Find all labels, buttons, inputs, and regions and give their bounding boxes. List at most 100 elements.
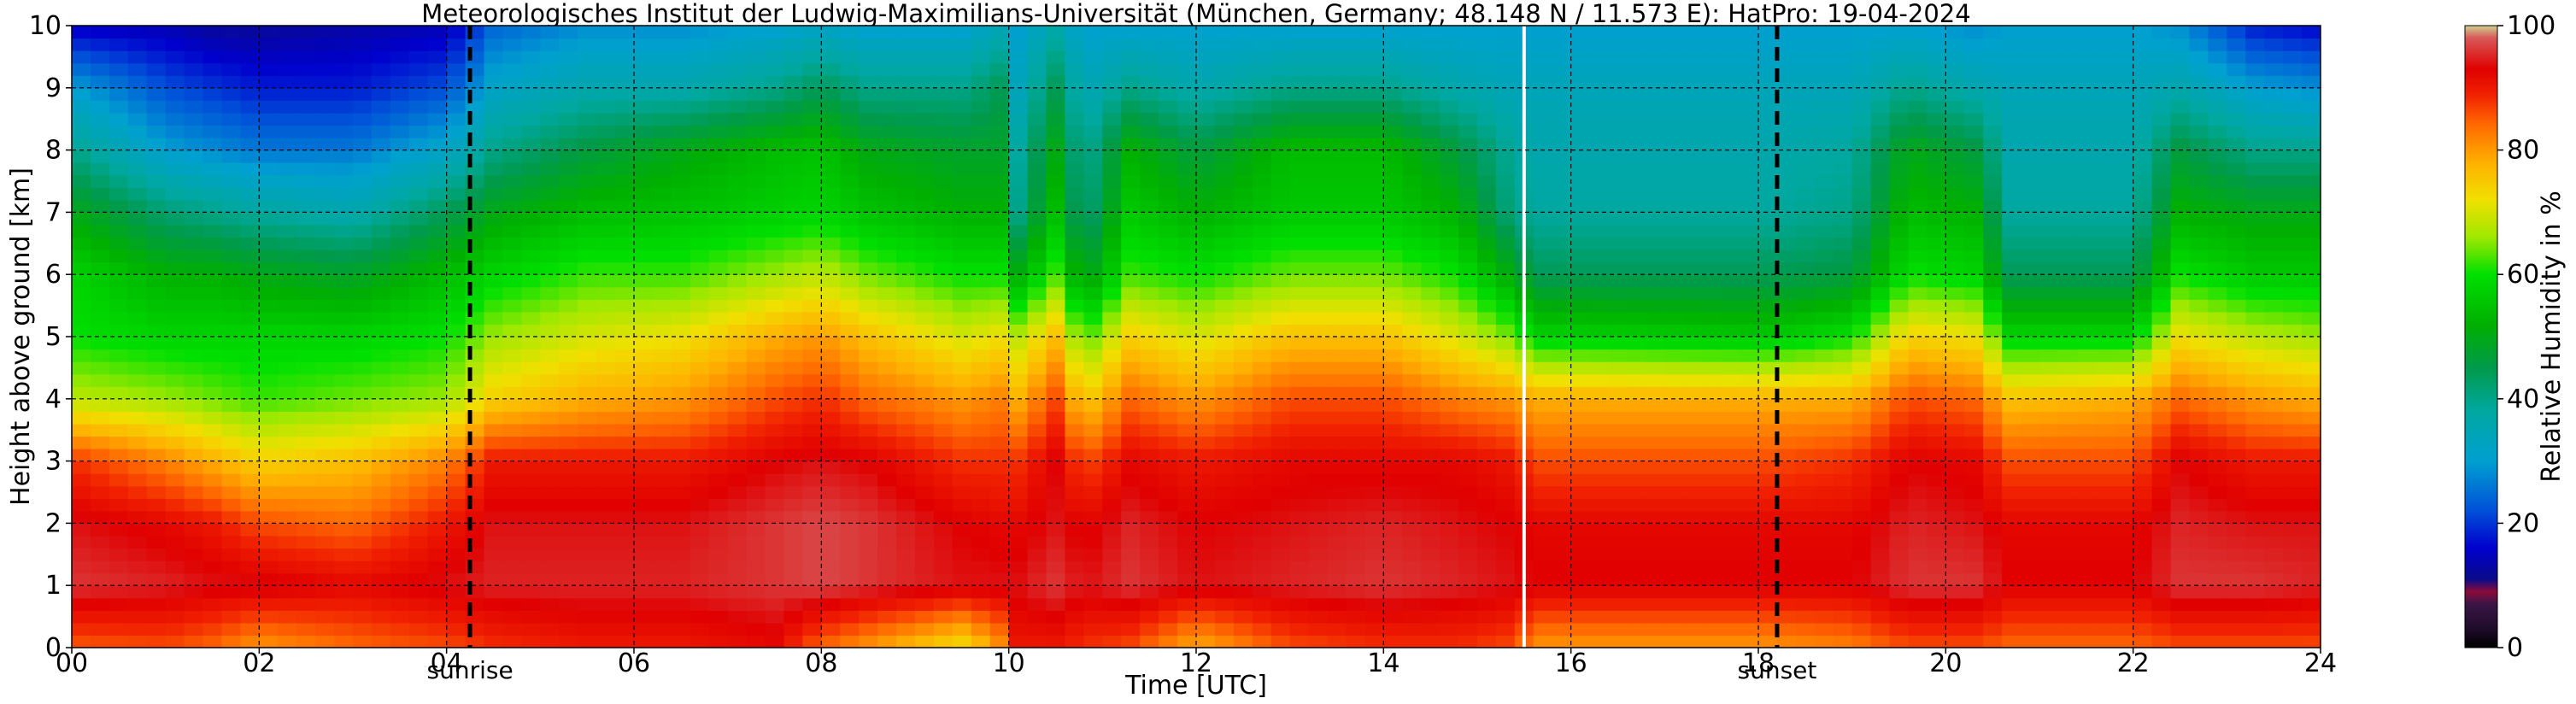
heatmap-cell — [1927, 212, 1946, 226]
heatmap-cell — [72, 572, 91, 586]
heatmap-cell — [896, 249, 916, 263]
heatmap-cell — [221, 50, 241, 64]
heatmap-cell — [1102, 411, 1122, 425]
heatmap-cell — [559, 498, 578, 512]
heatmap-cell — [989, 449, 1010, 462]
heatmap-cell — [689, 261, 710, 275]
heatmap-cell — [127, 174, 148, 188]
heatmap-cell — [1833, 349, 1853, 362]
heatmap-cell — [1346, 274, 1365, 288]
heatmap-cell — [1889, 38, 1910, 51]
heatmap-cell — [671, 398, 691, 412]
heatmap-cell — [821, 212, 841, 226]
heatmap-cell — [802, 411, 822, 425]
heatmap-cell — [1458, 535, 1478, 549]
heatmap-cell — [578, 398, 597, 412]
heatmap-cell — [1214, 572, 1235, 586]
heatmap-cell — [783, 62, 803, 76]
heatmap-cell — [1870, 38, 1891, 51]
heatmap-cell — [671, 473, 691, 487]
heatmap-cell — [671, 349, 691, 362]
heatmap-cell — [765, 386, 785, 400]
heatmap-cell — [1214, 150, 1235, 163]
heatmap-cell — [1664, 162, 1684, 176]
heatmap-cell — [1364, 199, 1384, 213]
heatmap-cell — [652, 299, 672, 313]
heatmap-cell — [1814, 38, 1834, 51]
heatmap-cell — [615, 361, 635, 375]
heatmap-cell — [390, 237, 410, 250]
heatmap-cell — [1851, 261, 1872, 275]
heatmap-cell — [708, 150, 729, 163]
heatmap-cell — [259, 26, 279, 39]
heatmap-cell — [259, 87, 279, 101]
heatmap-cell — [634, 622, 654, 637]
heatmap-cell — [1065, 349, 1084, 362]
heatmap-cell — [1683, 162, 1703, 176]
heatmap-cell — [1252, 212, 1272, 226]
heatmap-cell — [1214, 50, 1235, 64]
heatmap-cell — [353, 224, 373, 238]
heatmap-cell — [652, 349, 672, 362]
heatmap-cell — [1477, 610, 1497, 624]
heatmap-cell — [334, 224, 354, 238]
heatmap-cell — [502, 62, 522, 76]
heatmap-cell — [1289, 461, 1310, 474]
heatmap-cell — [371, 224, 391, 238]
heatmap-cell — [1533, 635, 1553, 648]
heatmap-cell — [1121, 510, 1141, 524]
heatmap-cell — [1346, 261, 1365, 275]
heatmap-cell — [708, 398, 729, 412]
heatmap-cell — [1702, 237, 1722, 250]
heatmap-cell — [1140, 398, 1159, 412]
heatmap-cell — [1570, 324, 1591, 337]
heatmap-cell — [971, 411, 991, 425]
heatmap-cell — [1383, 398, 1403, 412]
heatmap-cell — [1889, 187, 1910, 201]
heatmap-cell — [521, 224, 541, 238]
heatmap-cell — [821, 510, 841, 524]
heatmap-cell — [521, 299, 541, 313]
heatmap-cell — [952, 112, 972, 126]
heatmap-cell — [334, 26, 354, 39]
heatmap-cell — [877, 162, 897, 176]
heatmap-cell — [634, 485, 654, 499]
heatmap-cell — [90, 274, 110, 288]
heatmap-cell — [1889, 324, 1910, 337]
heatmap-cell — [1065, 622, 1084, 637]
heatmap-cell — [1252, 523, 1272, 537]
heatmap-cell — [1776, 274, 1797, 288]
heatmap-cell — [1027, 50, 1047, 64]
heatmap-cell — [109, 274, 129, 288]
heatmap-cell — [296, 138, 316, 151]
heatmap-cell — [1870, 75, 1891, 89]
heatmap-cell — [821, 324, 841, 337]
heatmap-cell — [540, 224, 560, 238]
heatmap-cell — [1046, 498, 1066, 512]
heatmap-cell — [1458, 337, 1478, 350]
heatmap-cell — [765, 585, 785, 599]
heatmap-cell — [727, 461, 748, 474]
heatmap-cell — [1327, 411, 1347, 425]
heatmap-cell — [1646, 337, 1665, 350]
heatmap-cell — [1495, 75, 1516, 89]
heatmap-cell — [1740, 349, 1759, 362]
heatmap-cell — [1102, 125, 1122, 138]
heatmap-cell — [1065, 100, 1084, 114]
heatmap-cell — [859, 199, 878, 213]
heatmap-cell — [1440, 461, 1459, 474]
heatmap-cell — [971, 485, 991, 499]
heatmap-cell — [184, 349, 204, 362]
heatmap-cell — [634, 62, 654, 76]
heatmap-cell — [1552, 100, 1572, 114]
heatmap-cell — [240, 560, 260, 574]
heatmap-cell — [221, 311, 241, 326]
heatmap-cell — [1740, 26, 1759, 39]
heatmap-cell — [1083, 50, 1103, 64]
heatmap-cell — [1140, 199, 1159, 213]
heatmap-cell — [1402, 635, 1422, 648]
heatmap-cell — [1327, 100, 1347, 114]
heatmap-cell — [1121, 187, 1141, 201]
heatmap-cell — [1758, 548, 1778, 561]
heatmap-cell — [1083, 337, 1103, 350]
